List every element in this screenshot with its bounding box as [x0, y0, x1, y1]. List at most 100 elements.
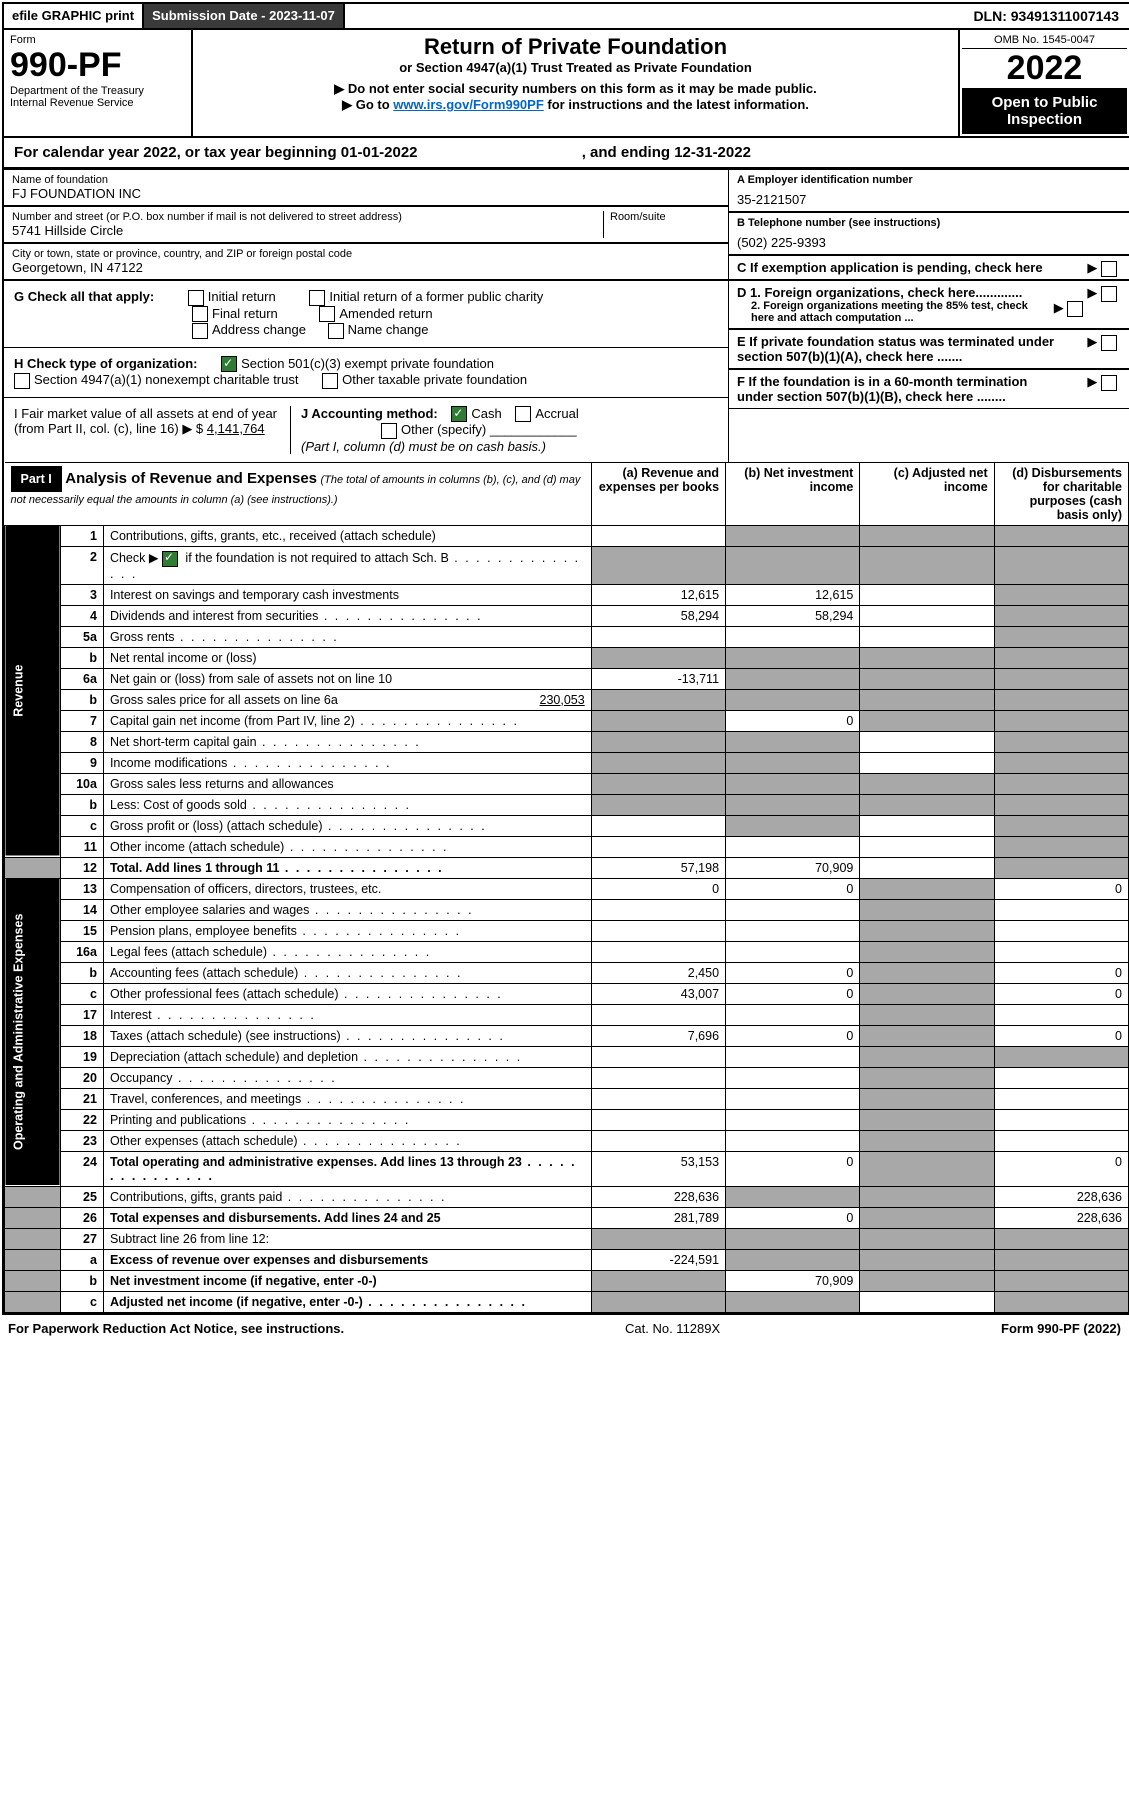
box-d: D 1. Foreign organizations, check here..…	[729, 280, 1129, 329]
r4-dt: Dividends and interest from securities	[110, 609, 318, 623]
expenses-side-label: Operating and Administrative Expenses	[5, 878, 61, 1186]
d1-checkbox[interactable]	[1101, 286, 1117, 302]
r3-d: Interest on savings and temporary cash i…	[103, 584, 591, 605]
g-label: G Check all that apply:	[14, 289, 154, 304]
revenue-side-label: Revenue	[5, 525, 61, 857]
irs-link[interactable]: www.irs.gov/Form990PF	[393, 97, 544, 112]
r12-d: Total. Add lines 1 through 11	[103, 857, 591, 878]
r6a-d: Net gain or (loss) from sale of assets n…	[103, 668, 591, 689]
final-return-checkbox[interactable]	[192, 306, 208, 322]
r9-dt: Income modifications	[110, 756, 227, 770]
col-b: (b) Net investment income	[726, 462, 860, 525]
ssn-warning: ▶ Do not enter social security numbers o…	[197, 81, 954, 97]
r5b-n: b	[60, 647, 103, 668]
box-e: E If private foundation status was termi…	[729, 329, 1129, 369]
r17-n: 17	[60, 1004, 103, 1025]
r27c-d: Adjusted net income (if negative, enter …	[103, 1291, 591, 1312]
check-g: G Check all that apply: Initial return I…	[4, 280, 728, 347]
r9-d: Income modifications	[103, 752, 591, 773]
r27b-b: 70,909	[726, 1270, 860, 1291]
form-container: efile GRAPHIC print Submission Date - 20…	[2, 2, 1129, 1315]
check-h: H Check type of organization: Section 50…	[4, 347, 728, 397]
r27-n: 27	[60, 1228, 103, 1249]
r24-a: 53,153	[591, 1151, 725, 1186]
r18-dt: Taxes (attach schedule) (see instruction…	[110, 1029, 341, 1043]
other-taxable-checkbox[interactable]	[322, 373, 338, 389]
r14-dt: Other employee salaries and wages	[110, 903, 309, 917]
initial-former-checkbox[interactable]	[309, 290, 325, 306]
g-i1: Initial return	[208, 289, 276, 304]
r7-b: 0	[726, 710, 860, 731]
r18-b: 0	[726, 1025, 860, 1046]
r19-dt: Depreciation (attach schedule) and deple…	[110, 1050, 358, 1064]
h-s3: Other taxable private foundation	[342, 372, 527, 387]
r13-a: 0	[591, 878, 725, 899]
form-subtitle: or Section 4947(a)(1) Trust Treated as P…	[197, 60, 954, 75]
r22-n: 22	[60, 1109, 103, 1130]
r27-d: Subtract line 26 from line 12:	[103, 1228, 591, 1249]
form-label: Form	[10, 34, 185, 46]
r6b-d: Gross sales price for all assets on line…	[103, 689, 591, 710]
r23-d: Other expenses (attach schedule)	[103, 1130, 591, 1151]
r27a-n: a	[60, 1249, 103, 1270]
dept-label: Department of the Treasury	[10, 85, 185, 97]
part1-table: Part I Analysis of Revenue and Expenses …	[4, 462, 1129, 1313]
r10c-n: c	[60, 815, 103, 836]
e-checkbox[interactable]	[1101, 335, 1117, 351]
form-title: Return of Private Foundation	[197, 34, 954, 60]
col-c: (c) Adjusted net income	[860, 462, 994, 525]
r27b-d: Net investment income (if negative, ente…	[103, 1270, 591, 1291]
r20-dt: Occupancy	[110, 1071, 173, 1085]
r6a-a: -13,711	[591, 668, 725, 689]
r25-dd: 228,636	[994, 1186, 1128, 1207]
r12-b: 70,909	[726, 857, 860, 878]
efile-print-button[interactable]: efile GRAPHIC print	[4, 4, 144, 28]
amended-return-checkbox[interactable]	[319, 306, 335, 322]
f-text: F If the foundation is in a 60-month ter…	[737, 374, 1057, 404]
r16c-a: 43,007	[591, 983, 725, 1004]
initial-return-checkbox[interactable]	[188, 290, 204, 306]
r20-n: 20	[60, 1067, 103, 1088]
c-checkbox[interactable]	[1101, 261, 1117, 277]
r5b-d: Net rental income or (loss)	[103, 647, 591, 668]
r12-n: 12	[60, 857, 103, 878]
f-checkbox[interactable]	[1101, 375, 1117, 391]
name-change-checkbox[interactable]	[328, 323, 344, 339]
r11-n: 11	[60, 836, 103, 857]
other-checkbox[interactable]	[381, 423, 397, 439]
r24-n: 24	[60, 1151, 103, 1186]
g-i6: Name change	[348, 322, 429, 337]
r24-dt: Total operating and administrative expen…	[110, 1155, 522, 1169]
city-value: Georgetown, IN 47122	[12, 260, 720, 275]
r18-a: 7,696	[591, 1025, 725, 1046]
r16a-d: Legal fees (attach schedule)	[103, 941, 591, 962]
r25-n: 25	[60, 1186, 103, 1207]
r16a-dt: Legal fees (attach schedule)	[110, 945, 267, 959]
r22-dt: Printing and publications	[110, 1113, 246, 1127]
d2-checkbox[interactable]	[1067, 301, 1083, 317]
r18-d: Taxes (attach schedule) (see instruction…	[103, 1025, 591, 1046]
r24-d: Total operating and administrative expen…	[103, 1151, 591, 1186]
501c3-checkbox[interactable]	[221, 356, 237, 372]
schb-checkbox[interactable]	[162, 551, 178, 567]
submission-date: Submission Date - 2023-11-07	[144, 4, 345, 28]
r8-dt: Net short-term capital gain	[110, 735, 257, 749]
accrual-checkbox[interactable]	[515, 406, 531, 422]
4947-checkbox[interactable]	[14, 373, 30, 389]
r8-d: Net short-term capital gain	[103, 731, 591, 752]
r4-n: 4	[60, 605, 103, 626]
address-change-checkbox[interactable]	[192, 323, 208, 339]
c-text: C If exemption application is pending, c…	[737, 260, 1043, 275]
r23-n: 23	[60, 1130, 103, 1151]
r14-n: 14	[60, 899, 103, 920]
g-i5: Address change	[212, 322, 306, 337]
r6b-n: b	[60, 689, 103, 710]
d1-text: D 1. Foreign organizations, check here..…	[737, 285, 1022, 300]
j-label: J Accounting method:	[301, 406, 438, 421]
form-ref: Form 990-PF (2022)	[1001, 1321, 1121, 1336]
cash-checkbox[interactable]	[451, 406, 467, 422]
r19-d: Depreciation (attach schedule) and deple…	[103, 1046, 591, 1067]
r8-n: 8	[60, 731, 103, 752]
r15-n: 15	[60, 920, 103, 941]
r10b-dt: Less: Cost of goods sold	[110, 798, 247, 812]
